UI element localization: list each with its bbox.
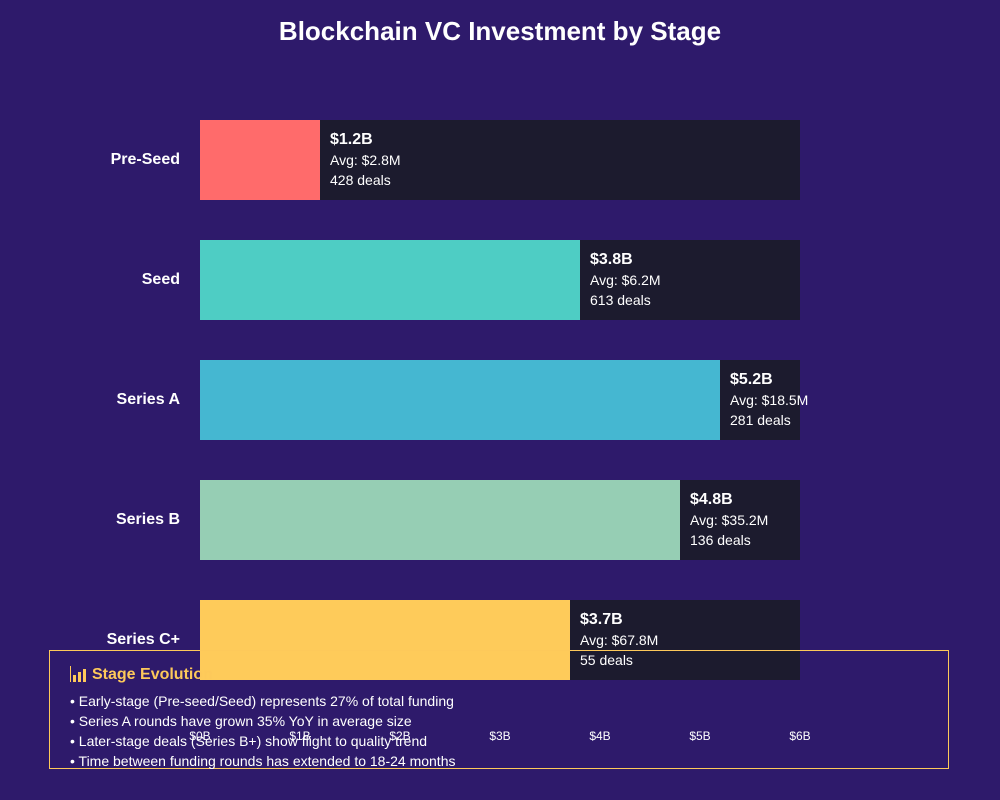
- category-label: Series A: [116, 391, 180, 408]
- x-tick-label: $3B: [489, 729, 511, 743]
- bar: [200, 480, 680, 560]
- insights-title: Stage Evolution: [92, 666, 213, 683]
- bar-track: $3.8B Avg: $6.2M 613 deals: [200, 240, 800, 320]
- bar-value-label: $1.2B: [330, 131, 373, 148]
- x-tick-label: $5B: [689, 729, 711, 743]
- x-tick-label: $2B: [389, 729, 411, 743]
- insight-item: • Series A rounds have grown 35% YoY in …: [70, 713, 412, 729]
- bar: [200, 600, 570, 680]
- bar-info: $1.2B Avg: $2.8M 428 deals: [330, 130, 401, 190]
- bar-deals-label: 428 deals: [330, 172, 391, 188]
- bar: [200, 240, 580, 320]
- bar-value-label: $3.7B: [580, 611, 623, 628]
- bar-track: $4.8B Avg: $35.2M 136 deals: [200, 480, 800, 560]
- insight-item: • Early-stage (Pre-seed/Seed) represents…: [70, 693, 454, 709]
- bar-deals-label: 613 deals: [590, 292, 651, 308]
- bar-track: $5.2B Avg: $18.5M 281 deals: [200, 360, 808, 440]
- x-tick-label: $6B: [789, 729, 811, 743]
- category-label: Series C+: [106, 631, 180, 648]
- insights-list: • Early-stage (Pre-seed/Seed) represents…: [70, 691, 456, 771]
- insights-panel: Stage Evolution • Early-stage (Pre-seed/…: [49, 650, 949, 769]
- bar-chart-icon: [70, 666, 86, 682]
- bar-info: $5.2B Avg: $18.5M 281 deals: [730, 370, 808, 430]
- bar: [200, 120, 320, 200]
- category-label: Pre-Seed: [110, 151, 180, 168]
- category-label: Series B: [115, 511, 180, 528]
- category-label: Seed: [141, 271, 180, 288]
- x-tick-label: $0B: [189, 729, 211, 743]
- bar: [200, 360, 720, 440]
- bar-avg-label: Avg: $2.8M: [330, 152, 401, 168]
- bar-avg-label: Avg: $67.8M: [580, 632, 659, 648]
- bar-avg-label: Avg: $35.2M: [690, 512, 769, 528]
- x-tick-label: $4B: [589, 729, 611, 743]
- x-tick-label: $1B: [289, 729, 311, 743]
- bar-value-label: $3.8B: [590, 251, 633, 268]
- bar-info: $3.7B Avg: $67.8M 55 deals: [580, 610, 658, 670]
- bar-value-label: $5.2B: [730, 371, 773, 388]
- bar-info: $3.8B Avg: $6.2M 613 deals: [590, 250, 661, 310]
- insights-heading: Stage Evolution: [70, 665, 213, 685]
- bar-deals-label: 281 deals: [730, 412, 791, 428]
- bar-value-label: $4.8B: [690, 491, 733, 508]
- insight-item: • Later-stage deals (Series B+) show fli…: [70, 733, 428, 749]
- bar-track: $1.2B Avg: $2.8M 428 deals: [200, 120, 800, 200]
- chart-title: Blockchain VC Investment by Stage: [278, 16, 722, 46]
- bar-track: $3.7B Avg: $67.8M 55 deals: [200, 600, 800, 680]
- bar-deals-label: 136 deals: [690, 532, 751, 548]
- bar-info: $4.8B Avg: $35.2M 136 deals: [690, 490, 768, 550]
- bar-deals-label: 55 deals: [580, 652, 633, 668]
- insight-item: • Time between funding rounds has extend…: [70, 753, 456, 769]
- bar-avg-label: Avg: $6.2M: [590, 272, 661, 288]
- bar-avg-label: Avg: $18.5M: [730, 392, 809, 408]
